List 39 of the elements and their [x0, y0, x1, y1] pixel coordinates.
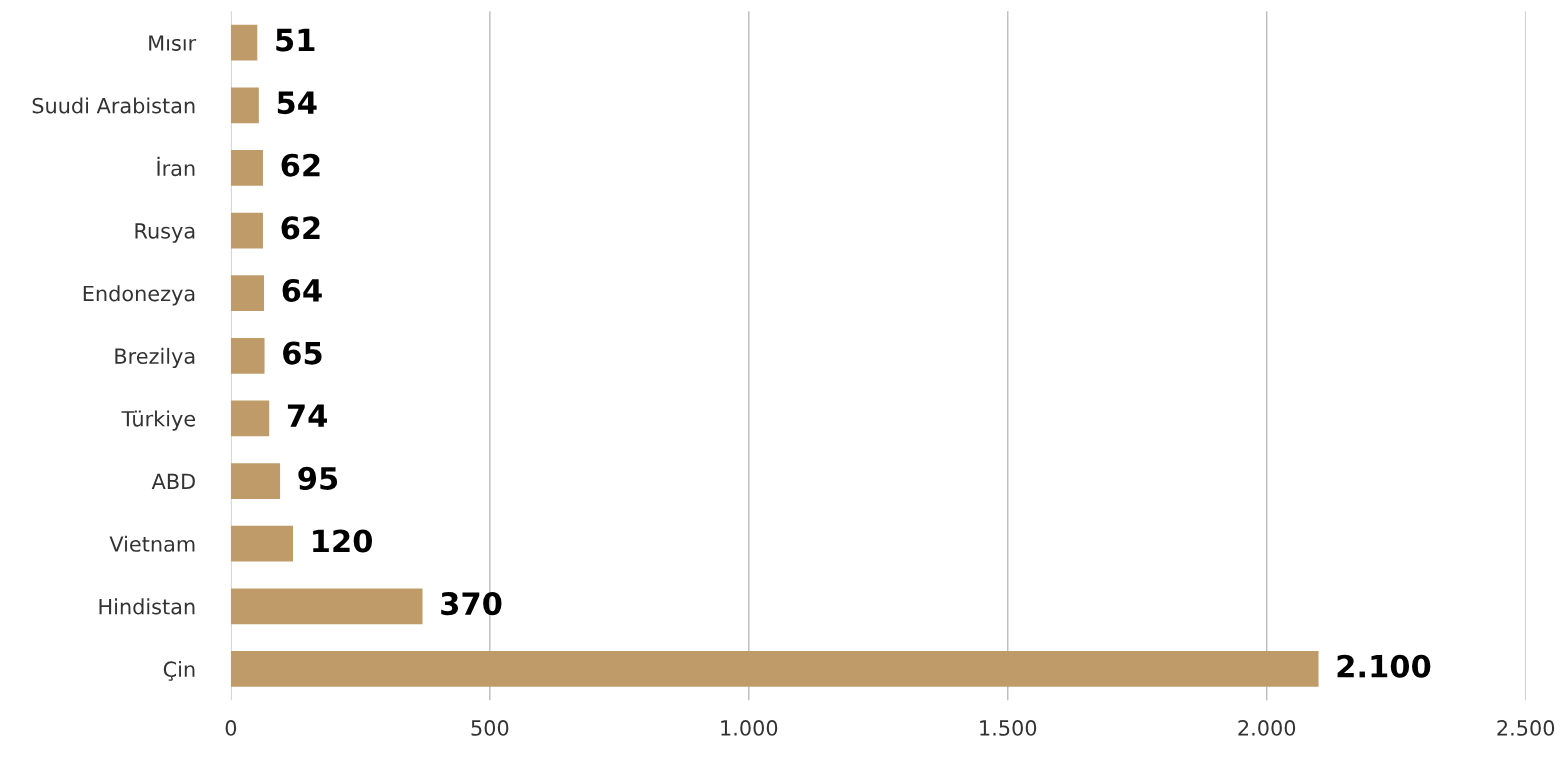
y-tick-label: Endonezya: [83, 285, 195, 306]
y-tick-label: İran: [157, 156, 195, 177]
y-tick-label: Çin: [163, 661, 195, 681]
x-tick-label: 0: [225, 720, 237, 736]
data-label: 95: [298, 466, 338, 490]
data-label: 2.100: [1337, 654, 1431, 678]
bar: [230, 87, 259, 124]
bar: [230, 588, 423, 625]
data-label: 370: [441, 592, 502, 616]
data-label: 64: [282, 278, 322, 303]
bar: [230, 150, 263, 186]
x-tick-label: 1.000: [721, 720, 778, 736]
x-tick-label: 2.500: [1497, 720, 1555, 736]
bar: [230, 651, 1319, 687]
data-label: 65: [283, 341, 322, 365]
y-tick-label: Brezilya: [115, 347, 195, 369]
x-tick-label: 500: [471, 720, 509, 736]
y-tick-label: Vietnam: [109, 535, 195, 552]
y-tick-label: ABD: [151, 473, 195, 489]
y-tick-label: Hindistan: [99, 598, 195, 615]
x-tick-label: 2.000: [1238, 720, 1296, 736]
y-tick-label: Suudi Arabistan: [32, 97, 195, 114]
bar: [230, 463, 281, 499]
data-label: 62: [281, 153, 320, 177]
data-label: 51: [276, 28, 315, 52]
data-label: 54: [277, 91, 317, 115]
bar: [230, 400, 270, 437]
data-label: 120: [313, 529, 373, 553]
bar: [230, 275, 265, 312]
y-tick-label: Mısır: [149, 35, 197, 51]
bar: [230, 525, 294, 562]
data-label: 62: [281, 216, 320, 240]
data-label: 74: [287, 404, 327, 427]
bar: [230, 337, 265, 374]
bar: [230, 24, 258, 61]
x-tick-label: 1.500: [980, 720, 1037, 736]
y-tick-label: Türkiye: [121, 410, 196, 431]
y-tick-label: Rusya: [135, 223, 195, 243]
bar: [230, 212, 263, 249]
